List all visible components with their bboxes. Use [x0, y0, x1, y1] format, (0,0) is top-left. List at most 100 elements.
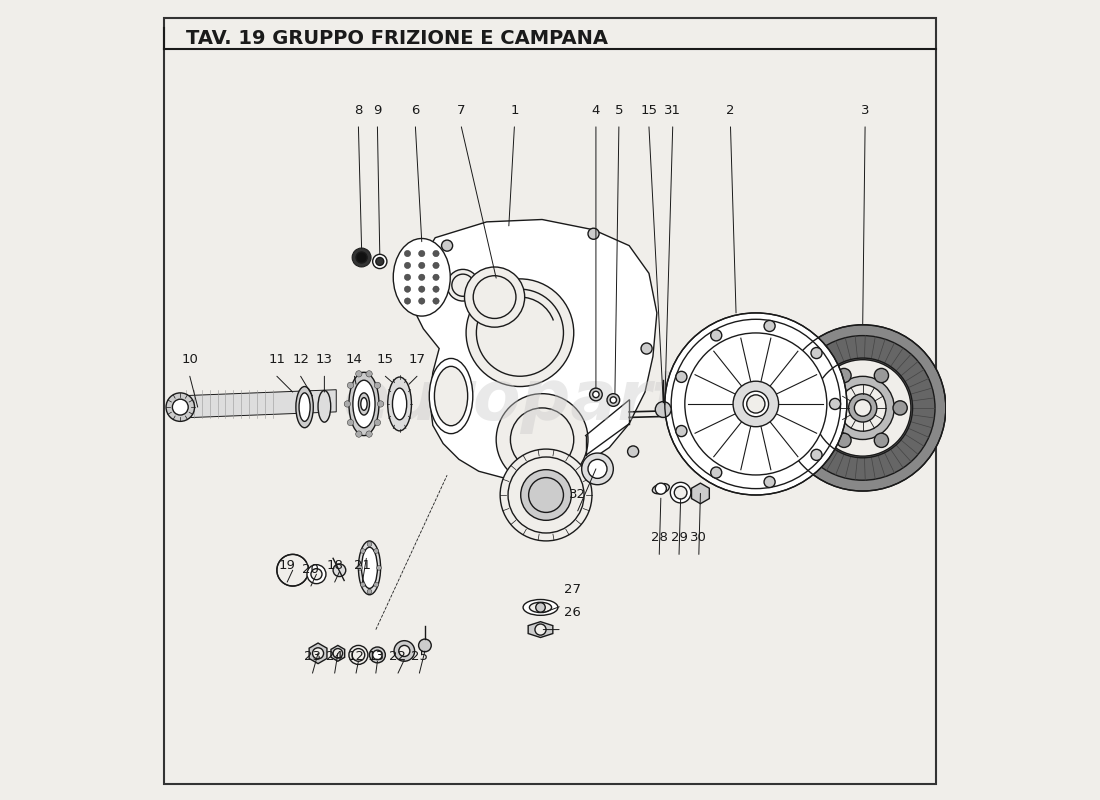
Circle shape [670, 482, 691, 503]
Ellipse shape [393, 388, 407, 420]
Circle shape [764, 477, 776, 487]
Polygon shape [411, 219, 657, 479]
Circle shape [311, 569, 322, 580]
Text: 14: 14 [346, 353, 363, 366]
Circle shape [582, 453, 614, 485]
Circle shape [893, 401, 907, 415]
Circle shape [352, 248, 371, 267]
Text: 2: 2 [726, 103, 735, 117]
Ellipse shape [318, 390, 331, 422]
Circle shape [374, 382, 381, 389]
Text: 23: 23 [304, 650, 321, 663]
Circle shape [419, 639, 431, 652]
Ellipse shape [529, 602, 551, 613]
Circle shape [837, 433, 851, 447]
Circle shape [536, 602, 546, 612]
Polygon shape [692, 483, 710, 504]
Text: 31: 31 [664, 103, 681, 117]
Circle shape [837, 368, 851, 382]
Circle shape [419, 286, 425, 292]
Circle shape [432, 298, 439, 304]
Text: 5: 5 [615, 103, 623, 117]
Circle shape [464, 267, 525, 327]
Text: 26: 26 [564, 606, 581, 619]
Text: 8: 8 [354, 103, 363, 117]
Circle shape [832, 376, 894, 439]
Circle shape [399, 646, 410, 657]
Circle shape [747, 395, 764, 413]
Ellipse shape [299, 393, 310, 422]
Ellipse shape [429, 358, 473, 434]
Text: 25: 25 [411, 650, 428, 663]
Ellipse shape [362, 547, 377, 589]
Ellipse shape [349, 372, 379, 436]
Circle shape [711, 330, 722, 341]
Ellipse shape [524, 599, 558, 615]
Ellipse shape [353, 380, 375, 428]
Circle shape [367, 542, 372, 546]
Circle shape [405, 286, 410, 292]
Text: 10: 10 [182, 353, 198, 366]
Circle shape [166, 393, 195, 422]
Circle shape [814, 360, 911, 456]
Circle shape [535, 624, 546, 635]
Circle shape [312, 648, 323, 659]
Circle shape [466, 279, 574, 386]
Circle shape [373, 650, 382, 660]
Circle shape [352, 649, 365, 662]
Circle shape [500, 449, 592, 541]
Circle shape [447, 270, 478, 301]
Circle shape [811, 347, 822, 358]
Circle shape [366, 431, 372, 438]
Circle shape [520, 470, 571, 520]
Circle shape [685, 333, 827, 475]
Circle shape [374, 582, 378, 587]
Text: 1: 1 [510, 103, 518, 117]
Circle shape [358, 566, 362, 570]
Text: 18: 18 [327, 558, 343, 572]
Circle shape [593, 391, 600, 398]
Circle shape [374, 549, 378, 554]
Text: 20: 20 [302, 562, 319, 576]
Circle shape [405, 262, 410, 269]
Text: 11: 11 [268, 353, 285, 366]
Circle shape [419, 262, 425, 269]
Text: 9: 9 [373, 103, 382, 117]
Text: 24: 24 [327, 650, 343, 663]
Circle shape [811, 450, 822, 461]
Circle shape [377, 401, 384, 407]
Circle shape [764, 321, 776, 331]
Circle shape [733, 381, 779, 426]
Circle shape [355, 370, 362, 377]
Ellipse shape [387, 377, 411, 431]
Circle shape [394, 641, 415, 662]
Text: TAV. 19 GRUPPO FRIZIONE E CAMPANA: TAV. 19 GRUPPO FRIZIONE E CAMPANA [186, 29, 608, 48]
Circle shape [348, 419, 354, 426]
Text: 29: 29 [671, 531, 688, 544]
Circle shape [590, 388, 603, 401]
Text: 22: 22 [389, 650, 407, 663]
Circle shape [348, 382, 354, 389]
Circle shape [432, 250, 439, 257]
Circle shape [855, 400, 871, 416]
Text: 30: 30 [691, 531, 707, 544]
Text: europarts: europarts [342, 366, 726, 434]
Circle shape [839, 385, 886, 431]
Circle shape [419, 250, 425, 257]
Circle shape [405, 250, 410, 257]
Circle shape [610, 397, 616, 403]
Circle shape [818, 401, 833, 415]
Circle shape [344, 401, 351, 407]
Circle shape [588, 459, 607, 478]
Circle shape [432, 286, 439, 292]
Text: 15: 15 [377, 353, 394, 366]
Polygon shape [528, 622, 553, 638]
Circle shape [780, 325, 946, 491]
Circle shape [307, 565, 326, 584]
Circle shape [711, 467, 722, 478]
Text: 17: 17 [408, 353, 426, 366]
Circle shape [588, 228, 600, 239]
Circle shape [333, 649, 342, 658]
Circle shape [376, 258, 384, 266]
Circle shape [376, 566, 382, 570]
